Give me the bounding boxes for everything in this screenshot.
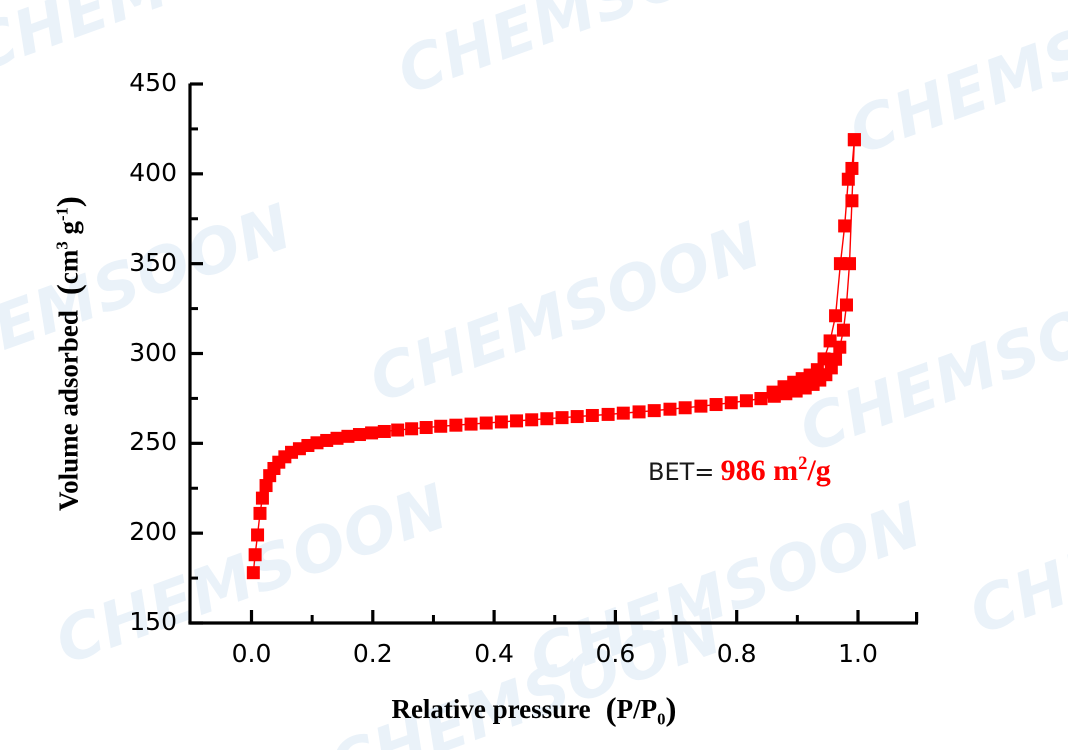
y-axis-tick-label: 300 <box>129 337 177 367</box>
x-axis-title-p: P/P <box>616 694 658 724</box>
data-point <box>817 352 831 366</box>
data-point <box>709 398 723 412</box>
data-point <box>419 421 433 435</box>
data-point <box>510 414 524 428</box>
bet-label: BET= <box>648 458 715 486</box>
bet-value: 986 m <box>720 454 799 487</box>
x-axis-tick-label: 0.6 <box>595 639 636 668</box>
data-point <box>525 413 539 427</box>
bet-units-tail: /g <box>807 454 831 487</box>
data-point <box>845 161 859 175</box>
y-axis-title-paren-close: ) <box>51 196 88 208</box>
data-point <box>320 433 334 447</box>
data-point <box>833 257 847 271</box>
data-point <box>259 479 273 493</box>
data-point <box>766 385 780 399</box>
y-axis-tick-label: 150 <box>129 607 177 636</box>
data-point <box>601 407 615 421</box>
data-point <box>845 194 859 208</box>
data-point <box>838 219 852 233</box>
data-point <box>823 334 837 348</box>
data-point <box>836 323 850 337</box>
y-axis-title-sup2: -1 <box>52 207 72 222</box>
y-axis-tick-label: 200 <box>129 517 177 547</box>
x-axis-title-main: Relative pressure <box>391 694 591 724</box>
data-point <box>377 424 391 438</box>
data-point <box>829 309 843 323</box>
data-point <box>341 429 355 443</box>
y-axis-tick-label: 400 <box>129 157 177 187</box>
data-point <box>724 396 738 410</box>
x-axis-title-sub: 0 <box>657 709 666 729</box>
data-point <box>570 410 584 424</box>
x-axis-tick-label: 0.2 <box>352 639 393 668</box>
y-axis-title: Volume adsorbed (cm3 g-1) <box>52 74 89 634</box>
y-axis-tick-label: 350 <box>129 247 177 277</box>
bet-annotation: BET= 986 m2/g <box>648 453 831 487</box>
x-axis-tick-label: 0.4 <box>474 639 514 668</box>
data-point <box>663 402 677 416</box>
series-line-adsorption <box>252 139 856 573</box>
data-point <box>479 416 493 430</box>
data-point <box>251 528 265 542</box>
data-point <box>255 491 269 505</box>
data-point <box>365 426 379 440</box>
data-point <box>632 405 646 419</box>
data-point <box>841 172 855 186</box>
data-point <box>464 417 478 431</box>
x-axis-title-paren-close: ) <box>665 692 677 728</box>
data-point <box>777 380 791 394</box>
data-point <box>555 411 569 425</box>
bet-exponent: 2 <box>798 453 808 474</box>
y-axis-title-unit2: g <box>53 221 84 242</box>
data-point <box>839 298 853 312</box>
y-axis-tick-label: 450 <box>129 68 177 97</box>
data-point <box>494 415 508 429</box>
data-point <box>847 133 861 147</box>
data-point <box>829 352 843 366</box>
data-point <box>754 392 768 406</box>
x-axis-title: Relative pressure (P/P0) <box>0 692 1068 729</box>
data-point <box>391 423 405 437</box>
x-axis-title-paren-open: ( <box>605 692 617 728</box>
x-axis-tick-label: 0.0 <box>231 639 272 668</box>
data-point <box>585 408 599 422</box>
data-point <box>330 431 344 445</box>
data-point <box>246 566 260 580</box>
data-point <box>616 406 630 420</box>
y-axis-title-main: Volume adsorbed <box>53 310 84 511</box>
data-point <box>739 394 753 408</box>
data-point <box>694 399 708 413</box>
y-axis-title-unit: cm <box>53 249 84 285</box>
data-point <box>434 419 448 433</box>
data-point <box>540 412 554 426</box>
y-axis-title-paren-open: ( <box>51 284 88 296</box>
data-point <box>405 422 419 436</box>
x-axis-tick-label: 0.8 <box>716 639 757 668</box>
data-point <box>248 548 262 562</box>
data-point <box>253 506 267 520</box>
data-point <box>449 418 463 432</box>
y-axis-title-sup1: 3 <box>52 241 72 250</box>
data-point <box>647 404 661 418</box>
series-markers-desorption <box>754 133 861 406</box>
x-axis-tick-label: 1.0 <box>838 639 878 668</box>
y-axis-tick-label: 250 <box>129 427 177 457</box>
series-markers-adsorption <box>246 133 861 580</box>
data-point <box>678 401 692 415</box>
data-point <box>352 428 366 442</box>
